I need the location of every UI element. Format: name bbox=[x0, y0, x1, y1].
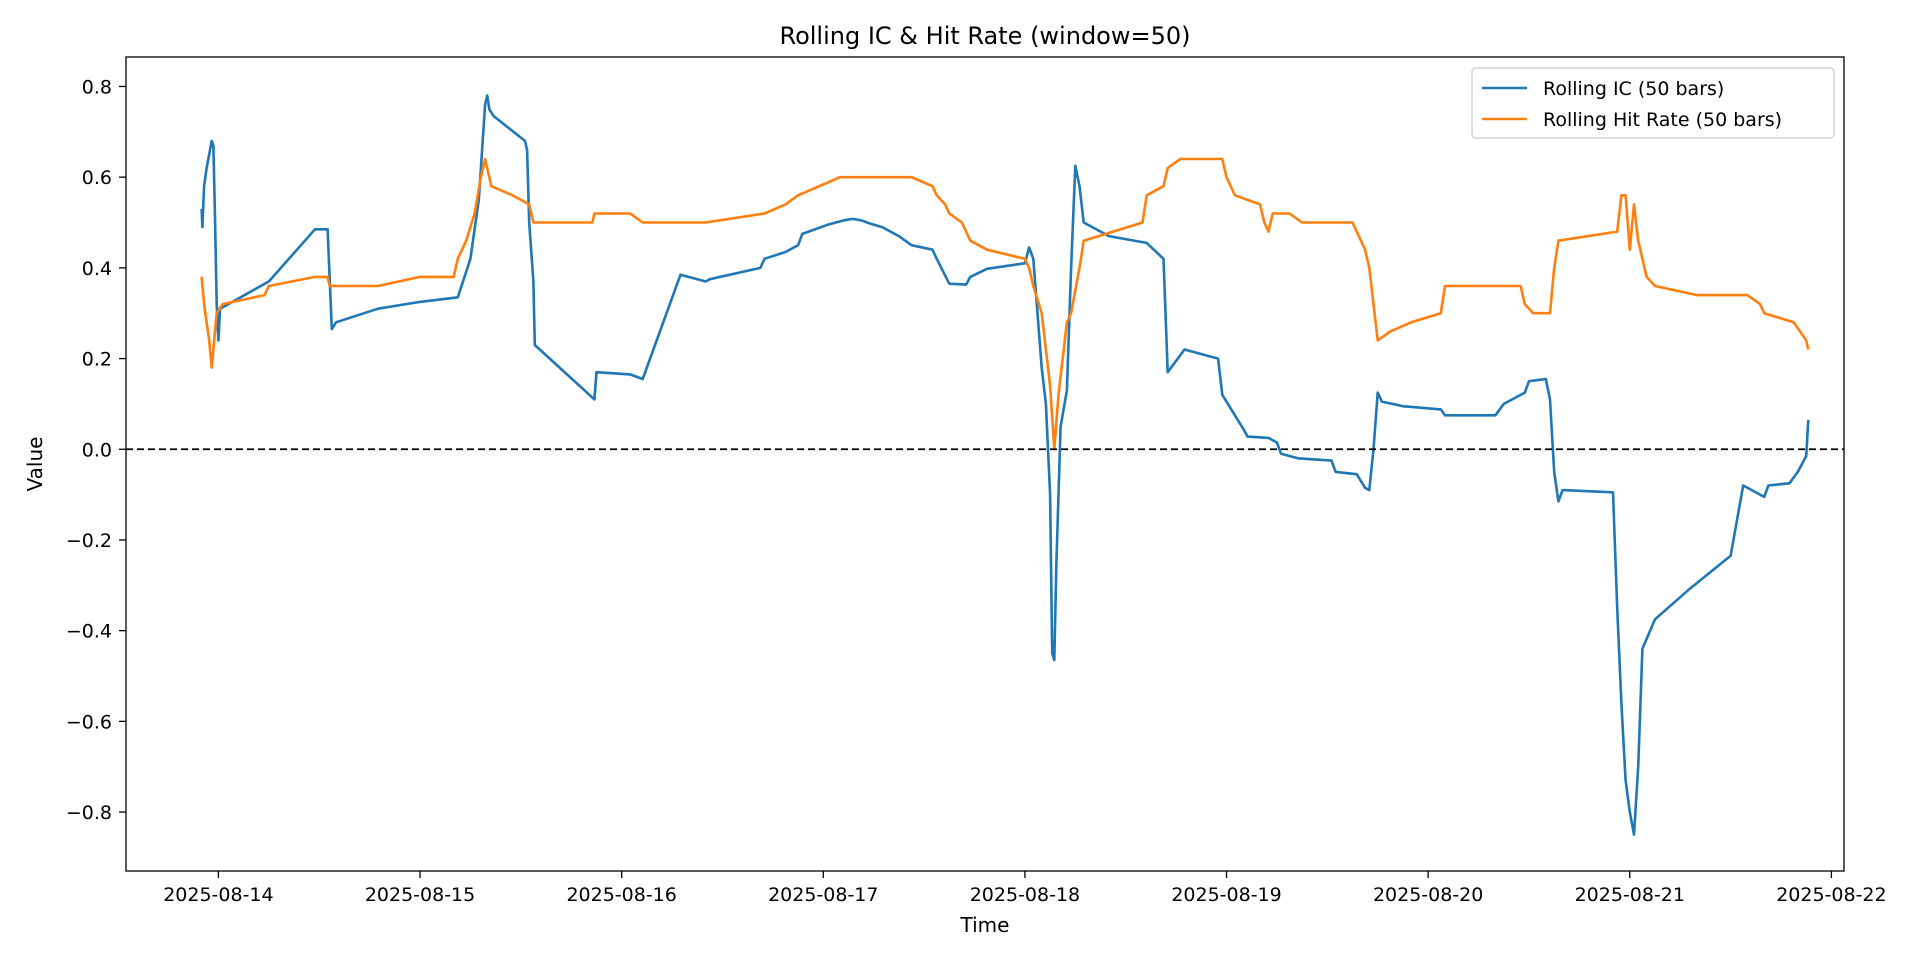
x-axis-label: Time bbox=[960, 913, 1010, 937]
y-tick-label: −0.6 bbox=[66, 711, 112, 733]
x-tick-label: 2025-08-17 bbox=[768, 884, 878, 906]
x-axis: 2025-08-14 2025-08-15 2025-08-16 2025-08-17… bbox=[163, 871, 1887, 906]
y-tick-label: 0.2 bbox=[82, 349, 112, 371]
x-tick-label: 2025-08-21 bbox=[1575, 884, 1685, 906]
x-tick-label: 2025-08-22 bbox=[1776, 884, 1886, 906]
legend-box bbox=[1471, 67, 1835, 139]
x-tick-label: 2025-08-19 bbox=[1171, 884, 1281, 906]
y-tick-label: −0.4 bbox=[66, 621, 112, 643]
y-tick-label: 0.8 bbox=[82, 76, 112, 98]
x-tick-label: 2025-08-14 bbox=[163, 884, 273, 906]
plot-frame bbox=[125, 56, 1845, 872]
chart-title: Rolling IC & Hit Rate (window=50) bbox=[779, 22, 1190, 50]
y-tick-label: 0.0 bbox=[82, 439, 112, 461]
y-tick-label: 0.6 bbox=[82, 167, 112, 189]
x-tick-label: 2025-08-16 bbox=[566, 884, 676, 906]
x-tick-label: 2025-08-18 bbox=[970, 884, 1080, 906]
series-line-rolling-ic bbox=[200, 94, 1810, 836]
y-axis-label: Value bbox=[23, 437, 47, 492]
legend-label: Rolling Hit Rate (50 bars) bbox=[1543, 109, 1782, 131]
y-tick-label: −0.8 bbox=[66, 802, 112, 824]
legend-label: Rolling IC (50 bars) bbox=[1543, 78, 1724, 100]
y-tick-label: 0.4 bbox=[82, 258, 112, 280]
y-tick-label: −0.2 bbox=[66, 530, 112, 552]
legend: Rolling IC (50 bars) Rolling Hit Rate (50… bbox=[1471, 67, 1835, 139]
x-tick-label: 2025-08-15 bbox=[365, 884, 475, 906]
x-tick-label: 2025-08-20 bbox=[1373, 884, 1483, 906]
y-axis: −0.8 −0.6 −0.4 −0.2 0.0 0.2 0.4 0.6 0.8 bbox=[66, 76, 126, 824]
